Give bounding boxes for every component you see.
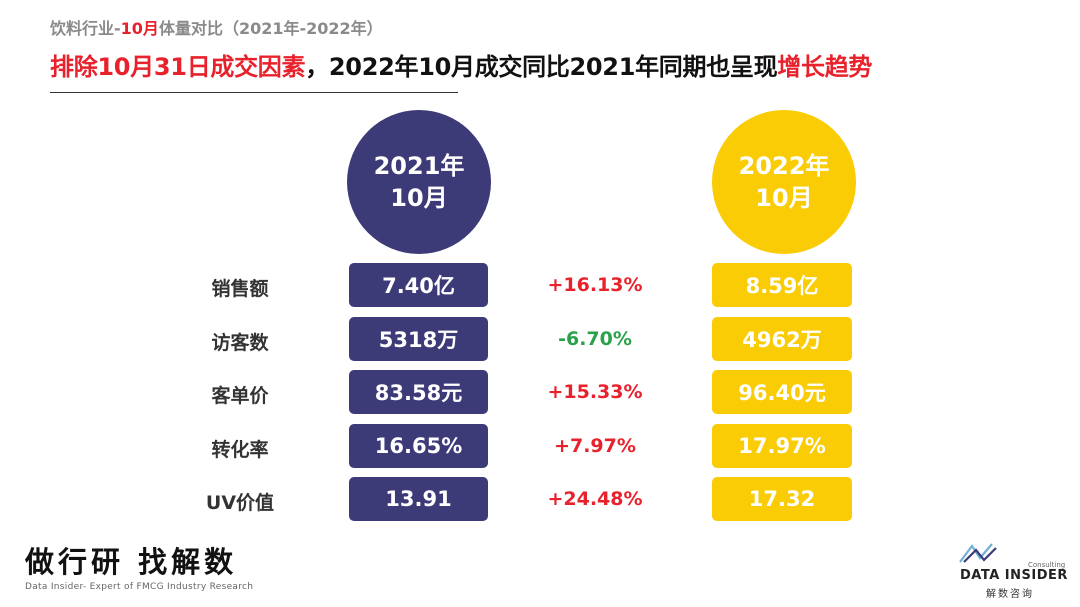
change-value: +24.48% [547, 488, 643, 510]
brand-logo: Consulting DATA INSIDER 解数咨询 [950, 540, 1070, 600]
change-value: +7.97% [554, 435, 636, 457]
change-value: +15.33% [547, 381, 643, 403]
value-2021: 16.65% [349, 424, 488, 468]
value-2021: 83.58元 [349, 370, 488, 414]
subtitle-highlight: 10月 [120, 19, 159, 38]
logo-brand-cn: 解数咨询 [986, 589, 1034, 600]
metric-label: 销售额 [211, 278, 269, 300]
page-subtitle: 饮料行业-10月体量对比（2021年-2022年） [50, 15, 383, 39]
month-label-2021: 10月 [390, 184, 448, 212]
value-2022: 8.59亿 [712, 263, 852, 307]
metric-label: 访客数 [211, 332, 269, 354]
value-2021: 5318万 [349, 317, 488, 361]
metric-label: 转化率 [211, 439, 269, 461]
headline-middle: ，2022年10月成交同比2021年同期也呈现 [305, 53, 778, 81]
headline-divider [50, 92, 458, 93]
value-2022: 4962万 [712, 317, 852, 361]
headline-red-end: 增长趋势 [777, 53, 873, 81]
logo-brand-name: DATA INSIDER [960, 568, 1068, 583]
year-circle-2021: 2021年 10月 [347, 110, 491, 254]
value-2022: 17.97% [712, 424, 852, 468]
headline-red-start: 排除10月31日成交因素 [50, 53, 306, 81]
year-label-2021: 2021年 [373, 152, 465, 180]
footer-slogan-en: Data Insider- Expert of FMCG Industry Re… [25, 582, 254, 592]
logo-consulting-text: Consulting [1028, 561, 1066, 569]
year-label-2022: 2022年 [738, 152, 830, 180]
year-circle-2022: 2022年 10月 [712, 110, 856, 254]
change-value: -6.70% [558, 328, 632, 350]
metric-label: UV价值 [205, 492, 275, 514]
footer-slogan: 做行研 找解数 [25, 545, 238, 579]
value-2022: 96.40元 [712, 370, 852, 414]
change-value: +16.13% [547, 274, 643, 296]
footer-slogan-block: 做行研 找解数 Data Insider- Expert of FMCG Ind… [25, 545, 253, 592]
subtitle-prefix: 饮料行业- [50, 19, 121, 38]
page-headline: 排除10月31日成交因素，2022年10月成交同比2021年同期也呈现增长趋势 [50, 47, 872, 82]
value-2021: 7.40亿 [349, 263, 488, 307]
subtitle-suffix: 体量对比（2021年-2022年） [158, 19, 383, 38]
value-2022: 17.32 [712, 477, 852, 521]
metric-label: 客单价 [211, 385, 269, 407]
month-label-2022: 10月 [755, 184, 813, 212]
data-insider-logo-icon [959, 543, 997, 563]
value-2021: 13.91 [349, 477, 488, 521]
